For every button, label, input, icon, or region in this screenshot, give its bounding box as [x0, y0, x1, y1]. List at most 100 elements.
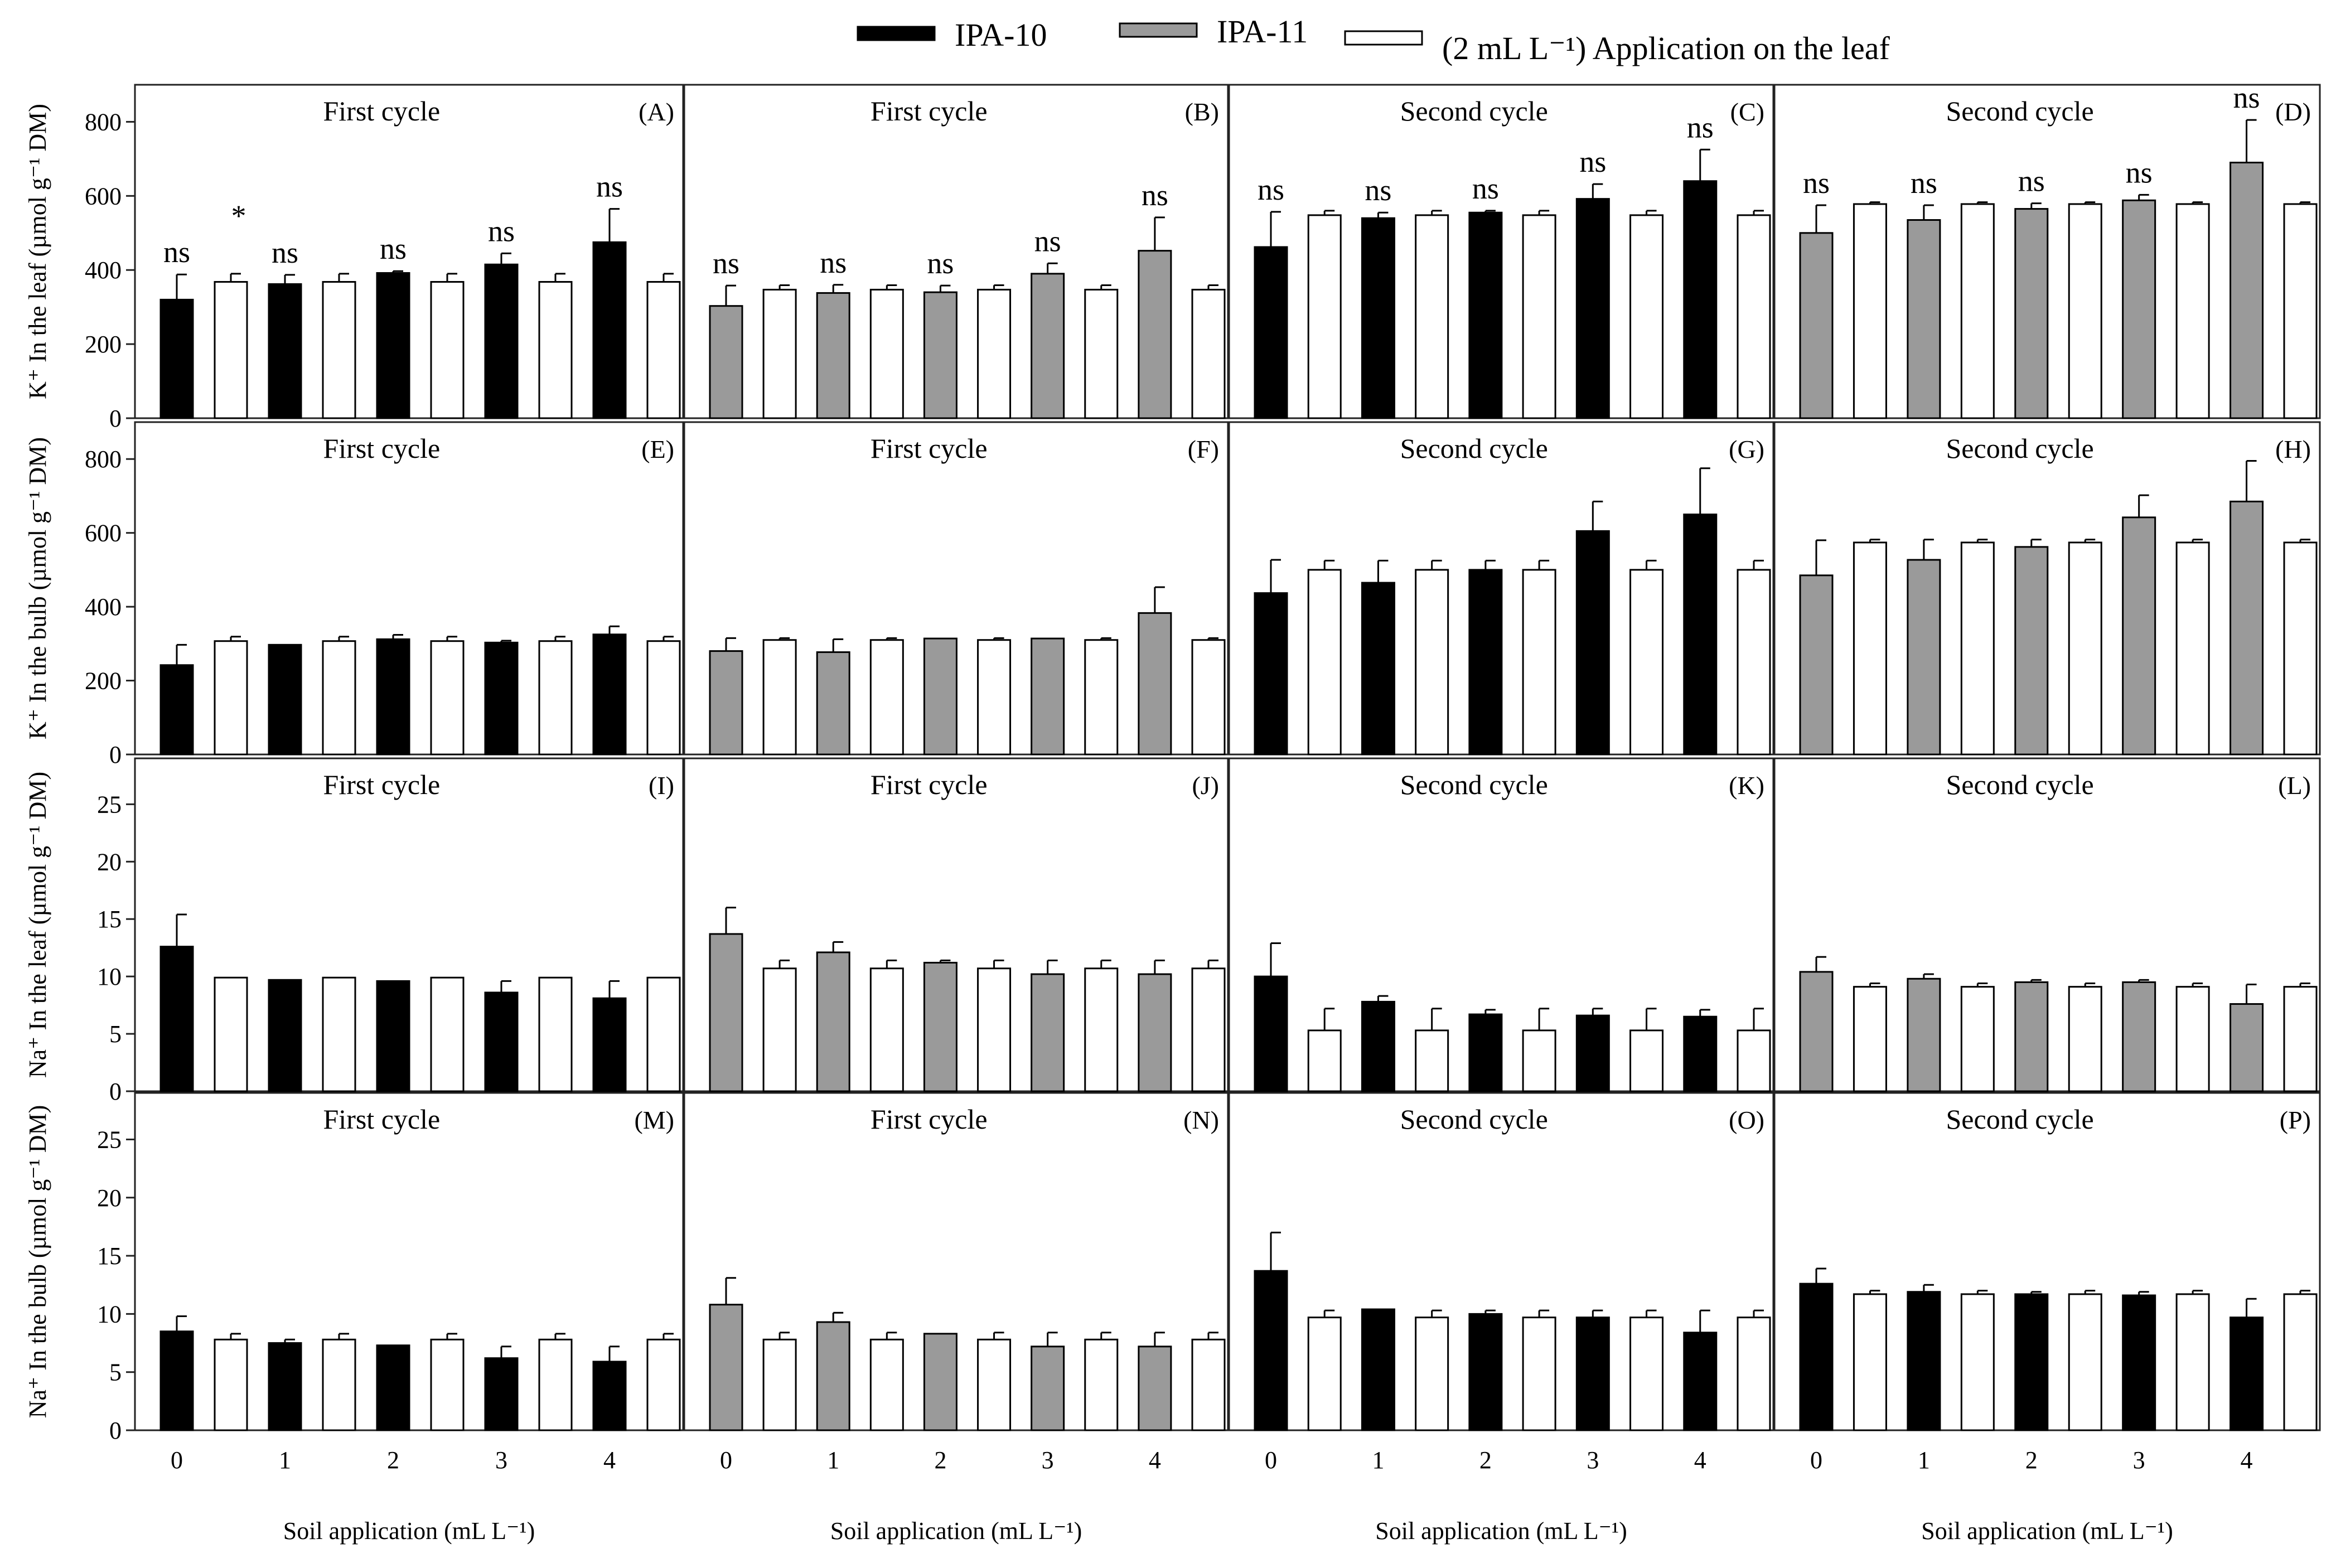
bar-soil-2 [1468, 569, 1503, 756]
panel-o: 0 1 2 3 4 Second cycle (O) [1228, 1092, 1774, 1474]
panel-title: Second cycle [1400, 1104, 1548, 1135]
bar-leaf-1 [1960, 986, 1995, 1092]
bar-leaf-4 [2283, 1293, 2318, 1431]
bar-leaf-4 [646, 640, 681, 756]
significance-label: ns [713, 246, 739, 280]
legend-label-ipa10: IPA-10 [955, 17, 1047, 53]
bar-leaf-4 [646, 280, 681, 419]
bar-soil-2 [376, 1344, 410, 1431]
bar-soil-3 [484, 991, 519, 1092]
bar-soil-2 [923, 637, 957, 756]
bar-leaf-0 [214, 280, 248, 419]
bar-soil-4 [1683, 514, 1718, 756]
bar-soil-3 [1575, 1014, 1610, 1092]
bar-soil-1 [1361, 1308, 1395, 1431]
bar-soil-1 [816, 1321, 850, 1431]
x-tick-label: 4 [603, 1446, 616, 1474]
bar-leaf-4 [1737, 1317, 1771, 1431]
bar-leaf-0 [1307, 1317, 1342, 1431]
bar-leaf-0 [762, 288, 797, 419]
significance-label: ns [272, 236, 298, 269]
significance-label: ns [820, 246, 847, 279]
bar-leaf-3 [538, 1338, 573, 1431]
y-tick-label: 20 [97, 1184, 122, 1212]
significance-label: ns [2126, 156, 2153, 189]
panel-title: First cycle [323, 95, 441, 127]
bar-soil-2 [923, 1333, 957, 1431]
panel-h: Second cycle (H) [1773, 421, 2321, 756]
panel-b: ns ns ns ns ns First cycle (B) [683, 84, 1229, 419]
bar-leaf-3 [1629, 1029, 1664, 1092]
bar-soil-2 [1468, 211, 1503, 419]
bar-soil-0 [159, 946, 194, 1092]
panel-letter: (J) [1192, 771, 1219, 800]
bar-soil-0 [709, 1304, 743, 1431]
x-tick-label: 1 [827, 1446, 839, 1474]
bar-soil-4 [1138, 1346, 1172, 1431]
bar-leaf-0 [1853, 1293, 1887, 1431]
bar-soil-1 [1907, 977, 1941, 1092]
bar-soil-1 [268, 643, 302, 756]
bar-soil-3 [1031, 1346, 1065, 1431]
y-tick-label: 0 [109, 405, 122, 432]
bar-soil-4 [1138, 612, 1172, 756]
bar-leaf-2 [2068, 986, 2102, 1092]
panel-title: First cycle [871, 1104, 988, 1135]
bar-soil-0 [159, 1330, 194, 1431]
x-tick-label: 0 [171, 1446, 183, 1474]
panel-title: Second cycle [1400, 769, 1548, 800]
bar-soil-3 [1031, 273, 1065, 419]
panel-letter: (I) [649, 771, 674, 800]
bar-soil-4 [592, 241, 627, 419]
panel-title: Second cycle [1946, 433, 2094, 464]
significance-label: ns [1911, 166, 1937, 200]
panel-a: 0 200 400 600 800 ns * ns ns ns ns First cycle (A) [85, 84, 684, 432]
y-tick-label: 5 [109, 1359, 122, 1386]
bar-soil-4 [1683, 1332, 1718, 1431]
bar-soil-2 [923, 961, 957, 1092]
bar-soil-0 [1254, 1270, 1288, 1431]
bar-soil-4 [2230, 500, 2264, 756]
bar-leaf-0 [214, 640, 248, 756]
leaf-significance-label: * [231, 199, 246, 233]
y-tick-label: 0 [109, 1417, 122, 1444]
bar-leaf-4 [1737, 569, 1771, 756]
panel-p: 0 1 2 3 4 Second cycle (P) [1773, 1092, 2321, 1474]
bar-soil-2 [376, 638, 410, 756]
bar-leaf-2 [977, 288, 1012, 419]
significance-label: ns [2018, 164, 2045, 198]
bar-soil-4 [1683, 1015, 1718, 1092]
bar-leaf-4 [1191, 967, 1226, 1092]
bar-soil-3 [2122, 1294, 2156, 1431]
bar-leaf-1 [869, 288, 904, 419]
row-labels: K⁺ In the leaf (µmol g⁻¹ DM) K⁺ In the bu… [24, 104, 51, 1418]
panel-m: 0 5 10 15 20 25 0 1 2 3 4 First cycle (M) [97, 1092, 684, 1474]
bar-soil-0 [159, 664, 194, 756]
row-label-3: Na⁺ In the bulb (µmol g⁻¹ DM) [24, 1105, 51, 1419]
bar-soil-3 [1575, 1317, 1610, 1431]
bar-leaf-2 [977, 639, 1012, 756]
bar-leaf-2 [430, 640, 465, 756]
x-tick-label: 1 [1372, 1446, 1384, 1474]
bar-leaf-3 [1629, 569, 1664, 756]
significance-label: ns [488, 214, 515, 248]
bar-soil-2 [923, 291, 957, 419]
y-tick-label: 200 [85, 331, 122, 358]
bar-leaf-3 [2175, 986, 2210, 1092]
bar-soil-4 [2230, 1003, 2264, 1092]
bar-soil-3 [484, 641, 519, 756]
bar-leaf-2 [430, 976, 465, 1092]
significance-label: ns [1687, 110, 1714, 144]
bar-soil-1 [1361, 217, 1395, 419]
bar-soil-2 [2014, 1293, 2049, 1431]
x-axis-label-3: Soil application (mL L⁻¹) [1921, 1517, 2173, 1545]
bar-soil-2 [1468, 1313, 1503, 1431]
bar-soil-4 [1683, 180, 1718, 419]
y-tick-label: 600 [85, 182, 122, 210]
x-tick-label: 4 [1694, 1446, 1706, 1474]
bar-leaf-3 [538, 976, 573, 1092]
panel-letter: (B) [1185, 98, 1219, 126]
bar-leaf-4 [1737, 214, 1771, 419]
bar-soil-4 [592, 997, 627, 1092]
bar-leaf-1 [322, 280, 356, 419]
